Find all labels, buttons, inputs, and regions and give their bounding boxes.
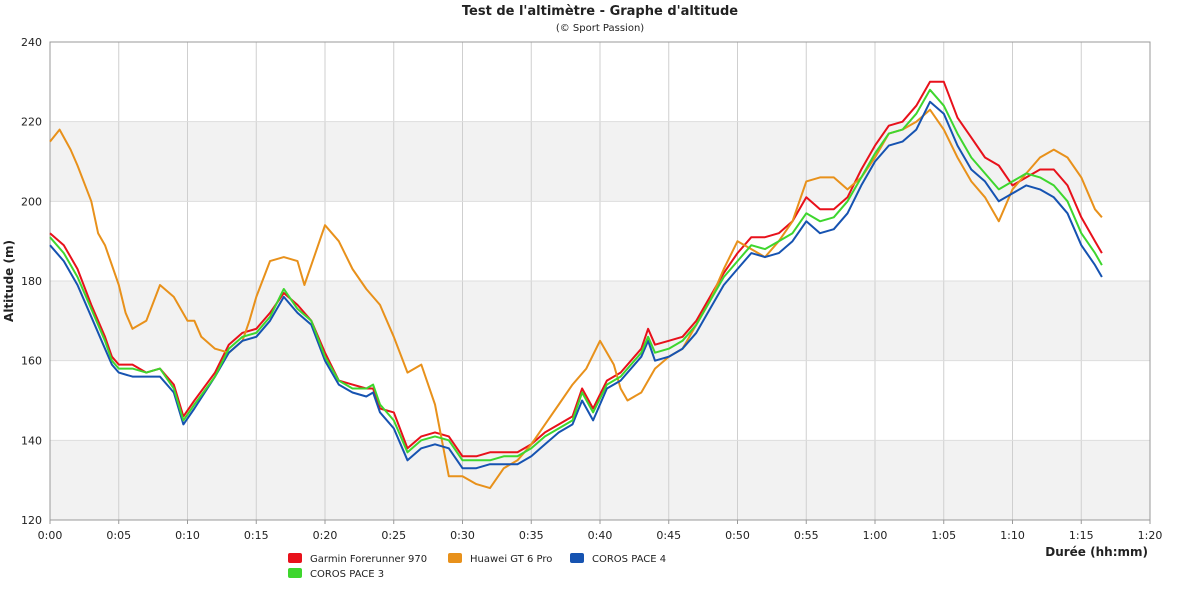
legend-swatch-huawei-gt-6-pro	[448, 553, 462, 563]
x-tick-label: 0:50	[725, 529, 750, 542]
series-line-coros-pace-3	[49, 88, 1103, 462]
x-tick-label: 0:20	[313, 529, 338, 542]
x-tick-label: 1:05	[931, 529, 956, 542]
x-tick-label: 1:15	[1069, 529, 1094, 542]
x-tick-label: 0:15	[244, 529, 269, 542]
x-tick-label: 0:30	[450, 529, 475, 542]
x-tick-label: 0:00	[38, 529, 63, 542]
y-tick-label: 200	[21, 195, 42, 208]
y-tick-label: 120	[21, 514, 42, 527]
legend-swatch-garmin-forerunner-970	[288, 553, 302, 563]
x-tick-label: 0:25	[381, 529, 406, 542]
x-tick-label: 0:05	[106, 529, 131, 542]
series-line-huawei-gt-6-pro	[49, 108, 1103, 490]
x-tick-label: 0:45	[656, 529, 681, 542]
y-tick-label: 220	[21, 116, 42, 129]
chart-title: Test de l'altimètre - Graphe d'altitude	[462, 4, 738, 19]
y-axis-title: Altitude (m)	[2, 240, 16, 322]
x-axis-ticks: 0:00 0:05 0:10 0:15 0:20 0:25 0:30 0:35 0:40 0:45…	[38, 520, 1163, 542]
y-tick-label: 240	[21, 36, 42, 49]
y-tick-label: 140	[21, 434, 42, 447]
legend-label-coros-pace-3: COROS PACE 3	[310, 569, 384, 580]
legend-swatch-coros-pace-4	[570, 553, 584, 563]
y-tick-label: 180	[21, 275, 42, 288]
x-tick-label: 0:35	[519, 529, 544, 542]
legend-label-coros-pace-4: COROS PACE 4	[592, 554, 666, 565]
legend-swatch-coros-pace-3	[288, 568, 302, 578]
x-tick-label: 1:00	[863, 529, 888, 542]
series-lines	[49, 80, 1103, 490]
x-tick-label: 1:20	[1138, 529, 1163, 542]
legend-label-garmin-forerunner-970: Garmin Forerunner 970	[310, 554, 427, 565]
legend-label-huawei-gt-6-pro: Huawei GT 6 Pro	[470, 554, 552, 565]
y-axis-ticks: 120 140 160 180 200 220 240	[21, 36, 42, 527]
x-tick-label: 0:10	[175, 529, 200, 542]
x-tick-label: 1:10	[1000, 529, 1025, 542]
chart-subtitle: (© Sport Passion)	[556, 23, 644, 34]
chart-legend: Garmin Forerunner 970 Huawei GT 6 Pro CORO…	[288, 553, 666, 580]
x-tick-label: 0:55	[794, 529, 819, 542]
x-axis-title: Durée (hh:mm)	[1045, 545, 1148, 559]
x-tick-label: 0:40	[588, 529, 613, 542]
y-tick-label: 160	[21, 355, 42, 368]
series-line-garmin-forerunner-970	[49, 80, 1103, 458]
